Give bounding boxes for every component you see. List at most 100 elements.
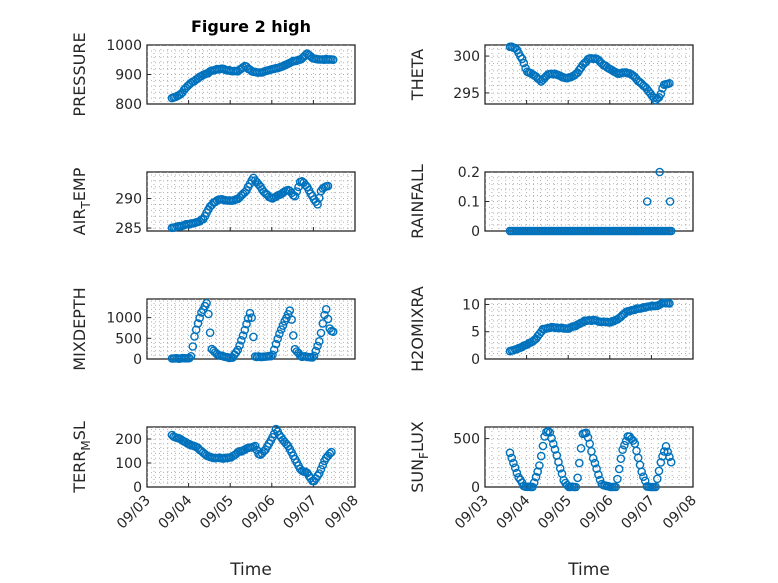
y-tick-label: 1000: [106, 38, 142, 54]
data-point: [238, 331, 248, 340]
panel-h2omixra: 0 5 10 H2OMIXRA: [408, 286, 694, 372]
data-point: [323, 181, 333, 191]
x-tick-label: 09/07: [618, 493, 658, 533]
data-point: [512, 468, 522, 478]
x-tick-label: 09/08: [322, 493, 362, 533]
x-axis-label: Time: [567, 560, 610, 580]
x-tick-label: 09/05: [535, 493, 575, 533]
y-tick-label: 0: [133, 480, 142, 496]
data-point: [236, 335, 246, 345]
data-point: [321, 304, 331, 314]
y-tick-label: 0.1: [458, 195, 480, 211]
data-point: [273, 334, 283, 344]
y-axis-label: RAINFALL: [408, 164, 427, 239]
data-point: [250, 441, 260, 451]
y-axis-label: H2OMIXRA: [408, 286, 427, 372]
y-tick-label: 500: [115, 331, 142, 347]
data-point: [581, 428, 591, 438]
data-point: [656, 458, 666, 467]
data-point: [547, 433, 556, 443]
data-point: [573, 473, 582, 483]
data-point: [531, 472, 541, 482]
data-point: [328, 55, 338, 65]
figure-title: Figure 2 high: [191, 17, 311, 36]
y-tick-label: 0: [471, 224, 480, 240]
data-point: [666, 226, 676, 236]
data-point: [193, 319, 203, 328]
data-point: [665, 79, 674, 88]
data-point: [316, 464, 326, 474]
data-point: [327, 447, 336, 457]
x-tick-label: 09/07: [280, 493, 320, 533]
data-point: [550, 445, 560, 454]
panel-rainfall: 0 0.1 0.2 RAINFALL: [408, 164, 694, 240]
data-point: [642, 197, 652, 206]
data-point: [195, 313, 204, 323]
y-tick-label: 0: [471, 480, 480, 496]
data-point: [240, 325, 250, 335]
data-point: [666, 457, 676, 467]
x-tick-label: 09/03: [452, 493, 492, 533]
data-point: [637, 467, 647, 477]
data-point: [590, 458, 600, 468]
data-point: [266, 351, 276, 361]
data-point: [242, 319, 251, 329]
data-point: [328, 327, 338, 337]
data-point: [287, 315, 296, 324]
data-point: [538, 441, 548, 451]
data-point: [235, 341, 244, 350]
data-point: [543, 426, 553, 436]
data-point: [186, 351, 196, 361]
data-point: [311, 346, 321, 356]
data-point: [271, 339, 281, 349]
data-point: [249, 332, 258, 342]
data-point: [655, 167, 665, 177]
panel-mixdepth: 0 500 1000 MIXDEPTH: [70, 287, 356, 371]
data-point: [618, 445, 627, 455]
data-point: [316, 328, 326, 338]
y-axis-label: PRESSURE: [70, 32, 89, 116]
data-point: [549, 439, 558, 449]
data-point: [594, 470, 603, 480]
data-point: [505, 448, 515, 458]
data-point: [663, 447, 673, 457]
x-tick-label: 09/06: [577, 492, 617, 532]
y-axis-label: THETA: [408, 49, 427, 101]
panel-air-temp: 285 290 AIRTEMP: [70, 167, 356, 237]
data-point: [620, 440, 629, 450]
x-tick-label: 09/03: [114, 493, 154, 533]
y-axis-label: MIXDEPTH: [70, 287, 89, 370]
x-tick-label: 09/05: [197, 493, 237, 533]
data-point: [205, 328, 215, 338]
y-tick-label: 100: [115, 456, 142, 472]
data-point: [318, 319, 328, 328]
data-point: [285, 306, 295, 315]
data-point: [654, 466, 664, 476]
data-point: [233, 345, 243, 355]
y-tick-label: 200: [115, 432, 142, 448]
data-point: [656, 89, 666, 99]
data-point: [529, 478, 539, 487]
data-point: [588, 453, 598, 463]
x-tick-label: 09/08: [660, 493, 700, 533]
data-point: [275, 329, 284, 339]
y-tick-label: 5: [471, 325, 480, 341]
x-tick-label: 09/04: [494, 492, 534, 532]
y-tick-label: 0: [471, 352, 480, 368]
x-tick-label: 09/04: [156, 492, 196, 532]
data-point: [292, 187, 302, 196]
data-point: [288, 331, 298, 340]
data-point: [665, 299, 674, 308]
data-point: [575, 458, 584, 468]
data-point: [653, 474, 662, 484]
y-axis-label: TERRMSL: [70, 421, 93, 494]
panel-pressure: 800 900 1000 PRESSURE Figure 2 high: [70, 17, 356, 117]
data-point: [278, 321, 288, 330]
x-axis-label: Time: [229, 560, 272, 580]
data-point: [314, 336, 324, 346]
y-tick-label: 10: [462, 297, 480, 313]
data-point: [184, 353, 194, 363]
panel-theta: 295 300 THETA: [408, 42, 694, 105]
data-point: [245, 308, 255, 318]
data-point: [533, 467, 543, 476]
